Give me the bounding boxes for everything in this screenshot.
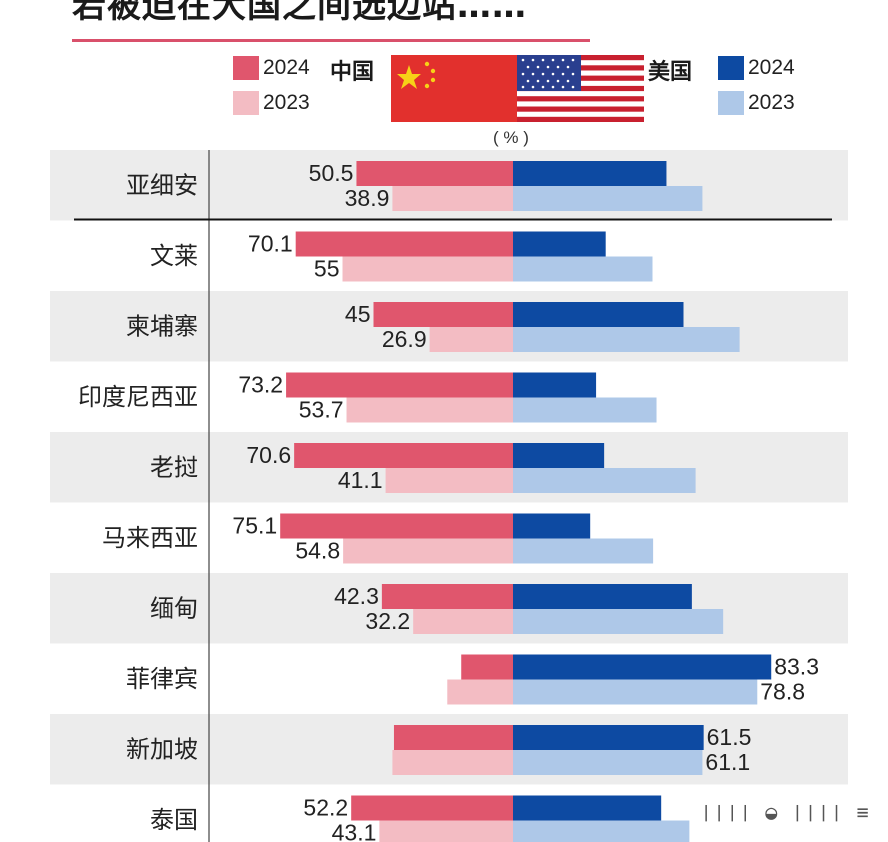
bar-us-2023 (513, 820, 690, 842)
data-label-china-2024: 70.6 (246, 442, 291, 468)
bar-us-2023 (513, 609, 724, 634)
bar-china-2024 (286, 372, 513, 398)
bar-us-2023 (513, 468, 696, 493)
legend-swatch-china-2024 (233, 56, 259, 80)
data-label-china-2023: 38.9 (345, 185, 390, 211)
category-label: 亚细安 (126, 171, 198, 199)
legend-country-us: 美国 (648, 60, 693, 85)
bar-us-2024 (513, 443, 605, 468)
category-label: 文莱 (150, 242, 198, 270)
data-label-china-2023: 53.7 (299, 397, 344, 423)
data-label-us-2023: 78.8 (760, 679, 805, 705)
category-label: 菲律宾 (126, 665, 198, 693)
bar-china-2024 (393, 725, 513, 750)
legend-label-china-2024: 2024 (263, 56, 310, 79)
bar-us-2024 (513, 725, 704, 750)
bar-china-2023 (342, 256, 513, 282)
bar-china-2023 (429, 327, 513, 352)
category-label: 柬埔寨 (126, 312, 198, 340)
us-flag-icon (517, 55, 644, 122)
legend-label-us-2024: 2024 (748, 56, 795, 79)
data-label-us-2024: 83.3 (774, 654, 819, 680)
category-label: 老挝 (150, 453, 198, 481)
category-label: 马来西亚 (102, 524, 198, 552)
chart-title: 若被迫在大国之间选边站…… (72, 0, 527, 26)
bar-us-2024 (513, 513, 591, 539)
bar-us-2024 (513, 372, 597, 398)
data-label-china-2024: 73.2 (238, 372, 283, 398)
data-label-china-2024: 75.1 (232, 513, 277, 539)
bar-china-2024 (294, 443, 513, 468)
bar-china-2024 (356, 161, 513, 186)
category-label: 印度尼西亚 (78, 383, 198, 411)
china-flag-icon (391, 55, 517, 122)
data-label-china-2024: 45 (345, 301, 371, 327)
bar-china-2024 (461, 654, 513, 680)
bar-china-2023 (343, 538, 513, 564)
bar-us-2023 (513, 538, 654, 564)
legend-swatch-us-2023 (718, 91, 744, 115)
bar-china-2023 (392, 750, 513, 775)
data-label-china-2023: 32.2 (365, 608, 410, 634)
title-underline (72, 39, 590, 42)
bar-china-2023 (346, 397, 513, 423)
bar-us-2023 (513, 327, 740, 352)
bar-us-2023 (513, 679, 758, 705)
data-label-china-2024: 52.2 (303, 795, 348, 821)
bar-china-2024 (295, 231, 513, 257)
legend-label-us-2023: 2023 (748, 91, 795, 114)
bar-china-2024 (373, 302, 513, 327)
legend-swatch-us-2024 (718, 56, 744, 80)
data-label-china-2023: 43.1 (332, 820, 377, 842)
data-label-china-2024: 42.3 (334, 583, 379, 609)
data-label-china-2024: 50.5 (309, 160, 354, 186)
data-label-china-2023: 41.1 (338, 467, 383, 493)
bar-china-2024 (280, 513, 513, 539)
bar-us-2023 (513, 186, 703, 211)
bar-china-2023 (447, 679, 513, 705)
bar-china-2024 (381, 584, 513, 609)
unit-label: ( % ) (493, 128, 529, 147)
category-label: 缅甸 (150, 594, 198, 622)
bar-us-2024 (513, 795, 662, 821)
data-label-us-2024: 61.5 (707, 724, 752, 750)
category-label: 泰国 (150, 806, 198, 834)
bar-us-2024 (513, 654, 772, 680)
legend-swatch-china-2023 (233, 91, 259, 115)
bar-china-2023 (392, 186, 513, 211)
bar-china-2023 (379, 820, 513, 842)
data-label-us-2023: 61.1 (705, 749, 750, 775)
data-label-china-2023: 55 (314, 256, 340, 282)
bar-china-2023 (413, 609, 513, 634)
bar-us-2023 (513, 397, 657, 423)
legend-country-china: 中国 (330, 60, 375, 85)
bar-us-2023 (513, 750, 703, 775)
data-label-china-2023: 26.9 (382, 326, 427, 352)
data-label-china-2023: 54.8 (295, 538, 340, 564)
bar-us-2024 (513, 302, 684, 327)
bar-us-2024 (513, 231, 606, 257)
bar-us-2024 (513, 584, 692, 609)
bar-china-2023 (385, 468, 513, 493)
bar-china-2024 (351, 795, 513, 821)
data-label-china-2024: 70.1 (248, 231, 293, 257)
watermark: ❘❘❘❘ ◒ ❘❘❘❘ ≡ (700, 800, 870, 824)
category-label: 新加坡 (126, 735, 198, 763)
bar-us-2024 (513, 161, 667, 186)
legend-label-china-2023: 2023 (263, 91, 310, 114)
bar-us-2023 (513, 256, 653, 282)
